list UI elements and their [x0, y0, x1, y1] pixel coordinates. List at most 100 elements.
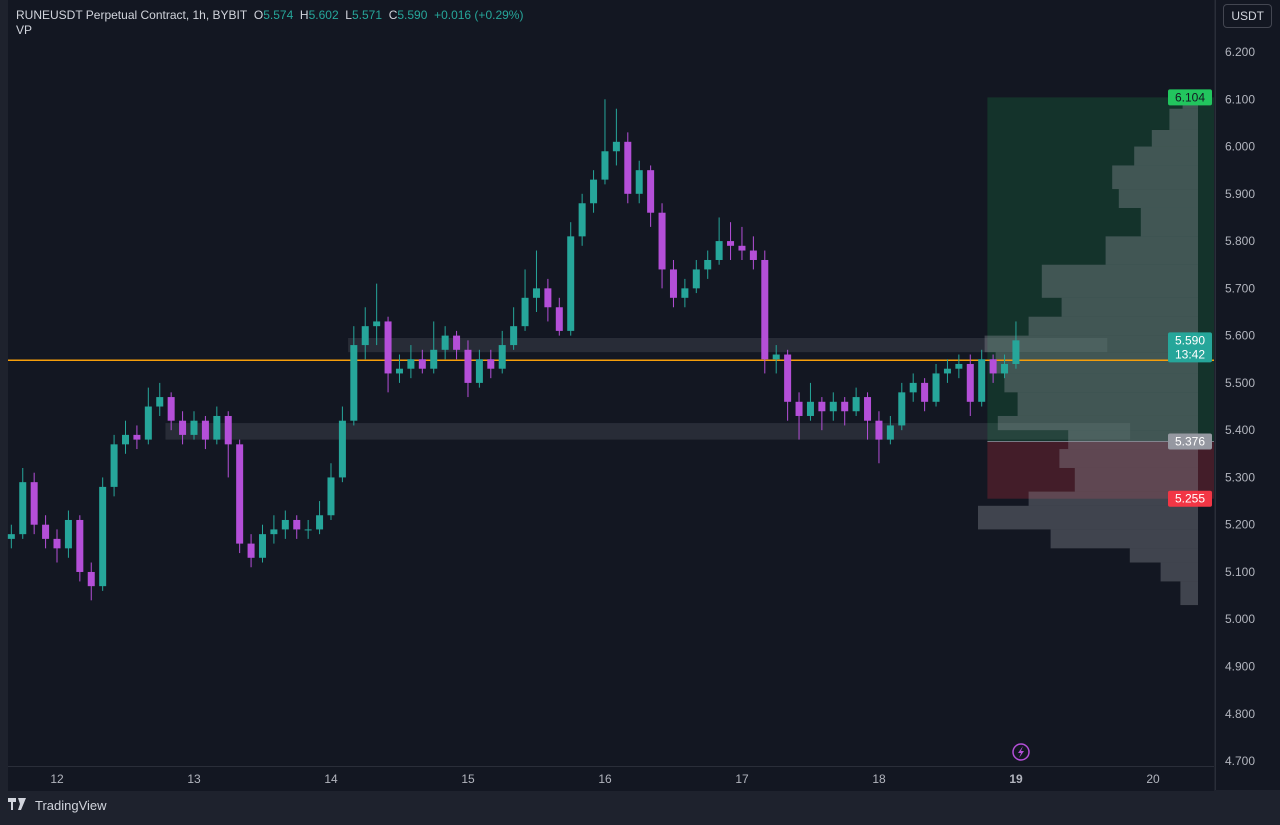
- candle-body: [590, 179, 598, 204]
- volume-profile-bar: [1017, 392, 1198, 416]
- candle-body: [338, 420, 346, 478]
- volume-profile-bar: [1105, 236, 1198, 265]
- candle-body: [247, 543, 255, 558]
- volume-profile-bar: [1118, 189, 1198, 208]
- candle-body: [133, 434, 141, 440]
- close-value: 5.590: [397, 8, 428, 22]
- countdown-label: 13:42: [1175, 347, 1205, 361]
- candle-body: [898, 392, 906, 426]
- candle-body: [350, 345, 358, 421]
- entry-price-label-bg: [1168, 433, 1212, 450]
- candle-body: [681, 288, 689, 298]
- price-axis[interactable]: [1215, 0, 1280, 790]
- candle-body: [989, 359, 997, 374]
- price-tick-label: 5.900: [1225, 187, 1255, 201]
- footer-brand[interactable]: TradingView: [8, 798, 107, 813]
- price-tick-label: 5.100: [1225, 565, 1255, 579]
- target-price-label-bg: [1168, 89, 1212, 106]
- candle-body: [738, 245, 746, 251]
- volume-profile-bar: [1068, 430, 1198, 450]
- price-tick-label: 5.500: [1225, 376, 1255, 390]
- candle-body: [555, 307, 563, 331]
- low-value: 5.571: [351, 8, 383, 22]
- candle-body: [361, 326, 369, 346]
- candle-body: [384, 321, 392, 374]
- candle-body: [932, 373, 940, 402]
- candle-body: [841, 401, 849, 412]
- date-tick-label: 18: [872, 772, 886, 786]
- price-tick-label: 5.000: [1225, 612, 1255, 626]
- candle-body: [875, 420, 883, 440]
- volume-profile-bar: [1074, 467, 1198, 492]
- candle-body: [430, 349, 438, 369]
- volume-profile-bar: [1028, 316, 1198, 336]
- stop-price-label: 5.255: [1175, 492, 1205, 506]
- candle-body: [167, 397, 175, 421]
- chart-legend: RUNEUSDT Perpetual Contract, 1h, BYBIT O…: [16, 8, 523, 38]
- long-target-zone: [987, 97, 1214, 442]
- price-tick-label: 4.900: [1225, 660, 1255, 674]
- candle-body: [1001, 363, 1009, 374]
- candle-body: [864, 397, 872, 421]
- candle-body: [110, 444, 118, 487]
- candle-body: [475, 359, 483, 383]
- target-price-label: 6.104: [1175, 90, 1205, 104]
- volume-profile-bar: [1140, 207, 1198, 237]
- price-tick-label: 5.600: [1225, 329, 1255, 343]
- candle-body: [373, 321, 381, 327]
- candle-body: [715, 241, 723, 260]
- support-zone: [348, 337, 1108, 353]
- currency-button[interactable]: USDT: [1223, 4, 1272, 28]
- candle-body: [704, 259, 712, 270]
- candle-body: [806, 401, 814, 416]
- candle-body: [510, 326, 518, 346]
- candle-body: [487, 359, 495, 369]
- candle-body: [886, 425, 894, 440]
- time-axis[interactable]: [8, 766, 1214, 791]
- candle-body: [30, 482, 38, 525]
- candle-body: [395, 368, 403, 374]
- candle-body: [818, 401, 826, 412]
- open-value: 5.574: [263, 8, 294, 22]
- lightning-icon[interactable]: [1012, 743, 1030, 761]
- candle-body: [201, 420, 209, 440]
- indicator-vp[interactable]: VP: [16, 23, 33, 37]
- low-label: L: [345, 8, 352, 22]
- date-tick-label: 19: [1009, 772, 1023, 786]
- candle-body: [601, 151, 609, 180]
- candle-body: [829, 401, 837, 412]
- price-tick-label: 5.200: [1225, 518, 1255, 532]
- price-tick-label: 5.300: [1225, 470, 1255, 484]
- candle-body: [464, 349, 472, 383]
- candle-body: [966, 363, 974, 402]
- chart-pane[interactable]: [8, 0, 1214, 766]
- candle-body: [978, 359, 986, 402]
- candle-body: [1012, 340, 1020, 364]
- price-tick-label: 5.700: [1225, 281, 1255, 295]
- brand-name: TradingView: [35, 798, 107, 813]
- symbol-title[interactable]: RUNEUSDT Perpetual Contract, 1h, BYBIT: [16, 8, 248, 22]
- volume-profile-bar: [1028, 491, 1198, 506]
- candle-body: [258, 534, 266, 558]
- candle-body: [567, 236, 575, 331]
- last-price-label: 5.590: [1175, 333, 1205, 347]
- change-value: +0.016 (+0.29%): [434, 8, 524, 22]
- volume-profile-bar: [984, 335, 1198, 353]
- candle-body: [316, 515, 324, 530]
- candle-body: [624, 141, 632, 194]
- close-label: C: [388, 8, 398, 22]
- candle-body: [521, 297, 529, 327]
- volume-profile-bar: [1151, 129, 1198, 147]
- date-tick-label: 20: [1146, 772, 1160, 786]
- candle-body: [270, 529, 278, 535]
- volume-profile-bar: [1134, 146, 1198, 166]
- entry-price-label: 5.376: [1175, 435, 1205, 449]
- date-tick-label: 14: [324, 772, 338, 786]
- date-tick-label: 12: [50, 772, 64, 786]
- candle-body: [327, 477, 335, 516]
- volume-profile-bar: [1129, 548, 1198, 563]
- candle-body: [281, 519, 289, 530]
- stop-price-label-bg: [1168, 490, 1212, 507]
- candle-body: [293, 519, 301, 530]
- candle-body: [635, 170, 643, 194]
